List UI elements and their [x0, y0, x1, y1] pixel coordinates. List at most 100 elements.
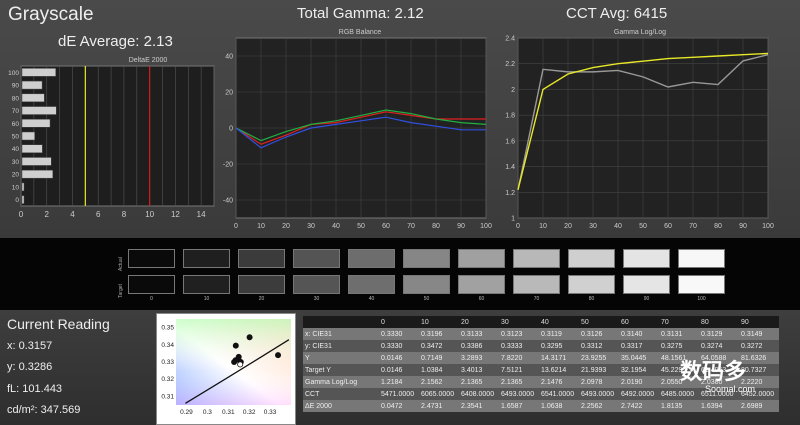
table-cell: 0.3129 [699, 328, 739, 340]
deltae-bar [21, 93, 45, 103]
target-swatch [458, 275, 505, 294]
x-tick-label: 20 [564, 223, 572, 230]
table-cell: 6408.0000 [459, 388, 499, 400]
actual-swatch [403, 249, 450, 268]
y-tick-label: 0.33 [161, 359, 174, 366]
target-row-label: Target [118, 284, 124, 298]
gamma-chart-title: Gamma Log/Log [613, 29, 667, 36]
y-tick-label: 60 [12, 121, 20, 128]
y-tick-label: 0.35 [161, 325, 174, 332]
table-cell: 0.3133 [459, 328, 499, 340]
x-tick-label: 100 [480, 223, 492, 230]
table-cell: 45.2295 [659, 364, 699, 376]
table-cell: 2.6989 [739, 400, 779, 412]
table-cell: 0.0472 [379, 400, 419, 412]
table-header-cell: 50 [579, 316, 619, 328]
table-cell: 0.0146 [379, 352, 419, 364]
table-cell: 2.0550 [659, 376, 699, 388]
row-label: CCT [303, 388, 379, 400]
table-cell: 81.6326 [739, 352, 779, 364]
target-swatch-row [128, 275, 728, 296]
table-cell: 13.6214 [539, 364, 579, 376]
table-cell: 14.3171 [539, 352, 579, 364]
y-tick-label: 0.31 [161, 393, 174, 400]
table-cell: 0.3295 [539, 340, 579, 352]
actual-row-label: Actual [118, 257, 124, 271]
actual-swatch [293, 249, 340, 268]
row-label: Target Y [303, 364, 379, 376]
table-cell: 7.5121 [499, 364, 539, 376]
y-tick-label: 2 [511, 87, 515, 94]
swatch-level-label: 90 [643, 296, 650, 302]
table-header-cell: 90 [739, 316, 779, 328]
de-average-label: dE Average: 2.13 [58, 33, 173, 50]
reading-fl: fL: 101.443 [7, 383, 63, 395]
table-cell: 2.7422 [619, 400, 659, 412]
target-swatch [128, 275, 175, 294]
table-row: x: CIE31 0.3330 0.3196 0.3133 0.3123 0.3119 0.… [303, 328, 779, 340]
y-tick-label: 2.4 [505, 36, 515, 43]
target-swatch [623, 275, 670, 294]
target-swatch [568, 275, 615, 294]
x-tick-label: 60 [664, 223, 672, 230]
x-tick-label: 100 [762, 223, 774, 230]
swatch-level-label: 10 [203, 296, 210, 302]
y-tick-label: 0.34 [161, 342, 174, 349]
measurement-point [231, 359, 238, 366]
deltae-bar [21, 182, 25, 192]
measurement-table: 0 10 20 30 40 50 60 70 80 90 x: CIE31 0.3330 0.3196 0… [303, 316, 779, 412]
table-cell: 0.3149 [739, 328, 779, 340]
measurement-point [246, 334, 253, 341]
actual-swatch [348, 249, 395, 268]
y-tick-label: 0 [15, 197, 19, 204]
y-tick-label: 80 [12, 95, 20, 102]
target-swatch [238, 275, 285, 294]
y-tick-label: 100 [8, 70, 19, 77]
table-cell: 0.3472 [419, 340, 459, 352]
y-tick-label: 20 [225, 90, 233, 97]
series-line [517, 54, 769, 191]
target-swatch [678, 275, 725, 294]
table-cell: 5471.0000 [379, 388, 419, 400]
x-tick-label: 70 [407, 223, 415, 230]
table-row: Y 0.0146 0.7149 3.2893 7.8220 14.3171 23.9255 3… [303, 352, 779, 364]
actual-swatch [238, 249, 285, 268]
table-cell: 6065.0000 [419, 388, 459, 400]
y-tick-label: 1.4 [505, 164, 515, 171]
planckian-locus [185, 339, 290, 404]
y-tick-label: -20 [223, 162, 233, 169]
row-label: ΔE 2000 [303, 400, 379, 412]
target-swatch [348, 275, 395, 294]
x-tick-label: 10 [539, 223, 547, 230]
table-cell: 6492.0000 [619, 388, 659, 400]
x-tick-label: 0 [234, 223, 238, 230]
x-tick-label: 40 [614, 223, 622, 230]
actual-swatch [183, 249, 230, 268]
table-row: Target Y 0.0146 1.0384 3.4013 7.5121 13.6214 2… [303, 364, 779, 376]
delta-chart-title: DeltaE 2000 [128, 57, 168, 64]
table-cell: 0.3196 [419, 328, 459, 340]
gamma-chart: 0 10 20 30 40 50 60 70 80 90 100 2.4 2.2 2 1.8 1.6 1.4 1.… [505, 36, 774, 231]
x-tick-label: 20 [282, 223, 290, 230]
table-header-cell: 80 [699, 316, 739, 328]
table-cell: 2.3541 [459, 400, 499, 412]
x-tick-label: 0.33 [264, 409, 277, 416]
table-cell: 0.3330 [379, 340, 419, 352]
swatch-level-label: 60 [478, 296, 485, 302]
table-cell: 0.3123 [499, 328, 539, 340]
swatch-level-label: 0 [150, 296, 153, 302]
deltae-bar [21, 157, 52, 166]
x-tick-label: 90 [457, 223, 465, 230]
actual-swatch [128, 249, 175, 268]
x-tick-label: 80 [432, 223, 440, 230]
cct-avg-label: CCT Avg: 6415 [566, 5, 668, 22]
table-header-cell: 70 [659, 316, 699, 328]
row-label: y: CIE31 [303, 340, 379, 352]
table-cell: 2.0978 [579, 376, 619, 388]
table-header-cell: 20 [459, 316, 499, 328]
table-cell: 23.9255 [579, 352, 619, 364]
table-cell: 1.0384 [419, 364, 459, 376]
measurement-point [275, 352, 282, 359]
y-tick-label: 1.6 [505, 138, 515, 145]
table-header-cell [303, 316, 379, 328]
